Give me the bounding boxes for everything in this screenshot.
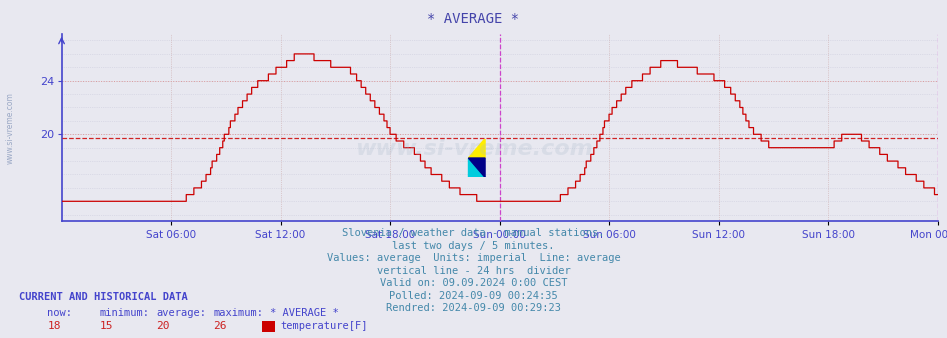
Text: Slovenia / weather data - manual stations.: Slovenia / weather data - manual station… xyxy=(342,228,605,238)
Text: average:: average: xyxy=(156,308,206,318)
Text: * AVERAGE *: * AVERAGE * xyxy=(270,308,339,318)
Text: Rendred: 2024-09-09 00:29:23: Rendred: 2024-09-09 00:29:23 xyxy=(386,303,561,313)
Text: vertical line - 24 hrs  divider: vertical line - 24 hrs divider xyxy=(377,266,570,276)
Polygon shape xyxy=(469,158,485,177)
Text: * AVERAGE *: * AVERAGE * xyxy=(427,12,520,26)
Text: www.si-vreme.com: www.si-vreme.com xyxy=(6,93,15,164)
Text: 18: 18 xyxy=(47,321,61,331)
Text: www.si-vreme.com: www.si-vreme.com xyxy=(354,139,593,159)
Text: 20: 20 xyxy=(156,321,170,331)
Polygon shape xyxy=(469,139,485,158)
Text: temperature[F]: temperature[F] xyxy=(280,321,367,331)
Text: CURRENT AND HISTORICAL DATA: CURRENT AND HISTORICAL DATA xyxy=(19,292,188,302)
Text: last two days / 5 minutes.: last two days / 5 minutes. xyxy=(392,241,555,251)
Text: now:: now: xyxy=(47,308,72,318)
Text: maximum:: maximum: xyxy=(213,308,263,318)
Text: 26: 26 xyxy=(213,321,226,331)
Text: Polled: 2024-09-09 00:24:35: Polled: 2024-09-09 00:24:35 xyxy=(389,291,558,301)
Text: minimum:: minimum: xyxy=(99,308,150,318)
Text: Values: average  Units: imperial  Line: average: Values: average Units: imperial Line: av… xyxy=(327,253,620,263)
Polygon shape xyxy=(469,158,485,177)
Text: Valid on: 09.09.2024 0:00 CEST: Valid on: 09.09.2024 0:00 CEST xyxy=(380,278,567,288)
Text: 15: 15 xyxy=(99,321,113,331)
